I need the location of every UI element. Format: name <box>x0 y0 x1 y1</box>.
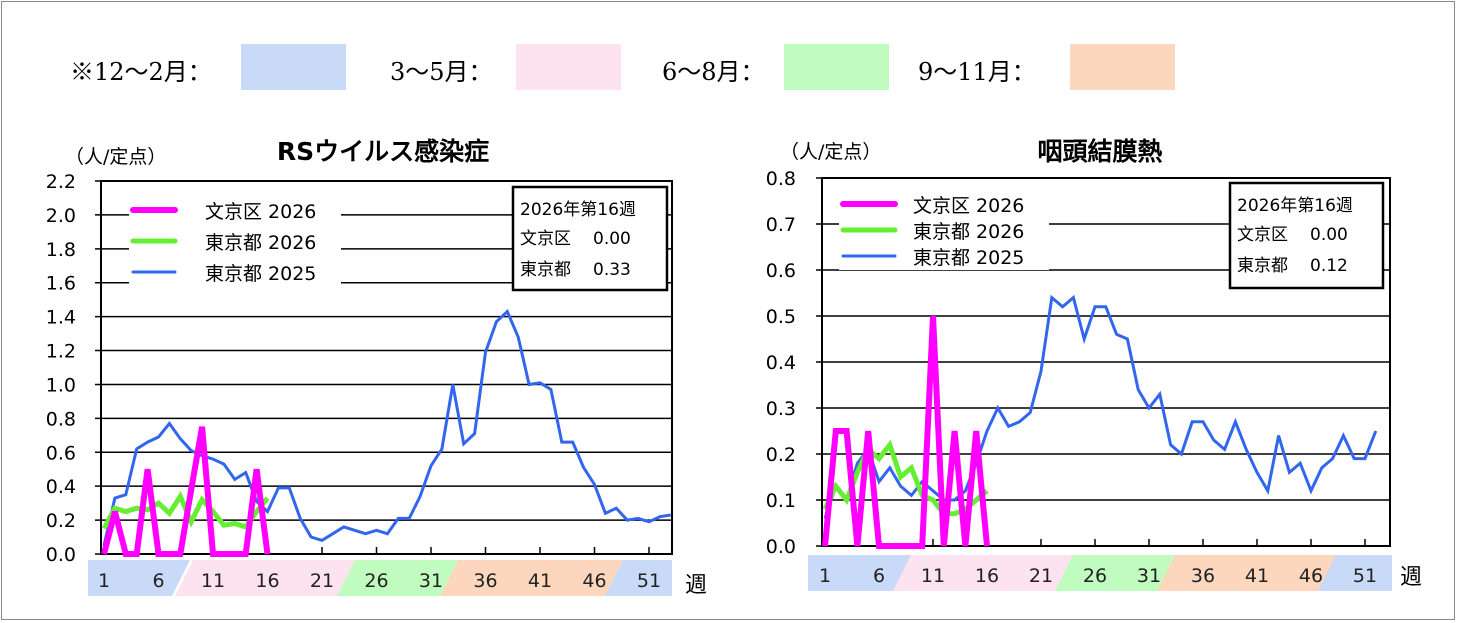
legend-label: 東京都 2026 <box>205 232 316 254</box>
x-tick-label: 26 <box>364 570 388 592</box>
y-axis-unit-label: （人/定点） <box>780 141 881 163</box>
y-tick-label: 2.2 <box>46 171 76 193</box>
series-line-tokyo-2025 <box>823 294 1378 519</box>
x-tick-label: 46 <box>582 570 606 592</box>
season-legend-swatch <box>1070 44 1175 90</box>
chart-legend: 文京区 2026 東京都 2026 東京都 2025 <box>129 196 341 286</box>
legend-label: 文京区 2026 <box>913 195 1024 217</box>
x-tick-label: 1 <box>98 570 110 592</box>
season-legend-swatch <box>241 44 346 90</box>
plot-area-border <box>821 177 1391 547</box>
stat-box-label: 東京都 <box>1237 256 1288 276</box>
x-axis-label: 週 <box>1400 565 1422 590</box>
series-line-bunkyo-2026 <box>822 315 990 549</box>
season-legend-swatch <box>516 44 621 90</box>
y-tick-label: 0.8 <box>766 168 796 190</box>
season-band <box>440 560 625 596</box>
x-tick-label: 51 <box>1353 565 1377 587</box>
season-band <box>1055 555 1175 591</box>
x-tick-label: 6 <box>873 565 885 587</box>
y-tick-label: 0.0 <box>46 544 76 566</box>
x-tick-label: 36 <box>473 570 497 592</box>
stat-box-value: 0.33 <box>593 260 631 280</box>
season-band <box>175 560 357 596</box>
stat-box-value: 0.00 <box>1310 225 1348 245</box>
stat-box-title: 2026年第16週 <box>520 200 636 220</box>
y-tick-label: 0.1 <box>766 490 796 512</box>
y-tick-label: 0.4 <box>766 352 796 374</box>
x-tick-label: 21 <box>1029 565 1053 587</box>
y-tick-label: 0.2 <box>46 510 76 532</box>
season-band <box>652 560 672 596</box>
y-tick-label: 0.6 <box>46 442 76 464</box>
season-legend: ※12～2月： 3～5月： 6～8月： 9～11月： <box>70 44 1175 90</box>
season-legend-label: 6～8月： <box>662 58 765 86</box>
season-band <box>808 555 915 591</box>
chart-rs-virus: RSウイルス感染症 （人/定点） 0.0 0.2 0.4 0.6 0.8 1.0 1.2 1.4 1… <box>46 137 707 598</box>
chart-legend: 文京区 2026 東京都 2026 東京都 2025 <box>839 190 1049 270</box>
season-legend-label: 3～5月： <box>390 58 493 86</box>
x-tick-label: 6 <box>152 570 164 592</box>
stat-box-value: 0.00 <box>593 229 631 249</box>
y-tick-label: 0.5 <box>766 306 796 328</box>
stat-box <box>1228 181 1385 290</box>
stat-box-title: 2026年第16週 <box>1237 196 1353 216</box>
y-tick-label: 1.6 <box>46 273 76 295</box>
y-tick-label: 1.4 <box>46 307 76 329</box>
season-legend-label: 9～11月： <box>918 58 1036 86</box>
x-tick-label: 51 <box>637 570 661 592</box>
legend-label: 文京区 2026 <box>205 201 316 223</box>
x-tick-label: 16 <box>975 565 999 587</box>
y-tick-label: 1.2 <box>46 341 76 363</box>
y-tick-label: 0.4 <box>46 476 76 498</box>
season-band <box>893 555 1075 591</box>
chart-title: RSウイルス感染症 <box>277 137 489 166</box>
season-band <box>88 560 190 596</box>
chart-pharyngoconjunctival-fever: 咽頭結膜熱（人/定点）0.00.10.20.30.40.50.60.70.81 6… <box>766 137 1422 591</box>
y-tick-label: 1.0 <box>46 374 76 396</box>
x-tick-label: 16 <box>255 570 279 592</box>
y-tick-label: 1.8 <box>46 239 76 261</box>
series-line-bunkyo-2026 <box>101 426 271 557</box>
x-axis-label: 週 <box>685 573 707 598</box>
x-tick-label: 31 <box>1137 565 1161 587</box>
y-tick-label: 0.3 <box>766 398 796 420</box>
x-tick-label: 41 <box>528 570 552 592</box>
x-tick-label: 11 <box>201 570 225 592</box>
y-tick-label: 0.2 <box>766 444 796 466</box>
season-band <box>808 555 828 591</box>
legend-label: 東京都 2025 <box>913 247 1024 269</box>
season-legend-swatch <box>784 44 889 90</box>
season-band <box>1372 555 1392 591</box>
x-tick-label: 41 <box>1245 565 1269 587</box>
x-tick-label: 36 <box>1191 565 1215 587</box>
stat-box-label: 東京都 <box>520 260 571 280</box>
y-axis-unit-label: （人/定点） <box>65 146 166 168</box>
y-tick-label: 0.6 <box>766 260 796 282</box>
stat-box-label: 文京区 <box>520 229 571 249</box>
y-tick-label: 0.8 <box>46 408 76 430</box>
legend-label: 東京都 2026 <box>913 221 1024 243</box>
stat-box-value: 0.12 <box>1310 256 1348 276</box>
legend-label: 東京都 2025 <box>205 263 316 285</box>
x-tick-label: 31 <box>419 570 443 592</box>
season-legend-label: ※12～2月： <box>70 58 212 86</box>
y-tick-label: 0.0 <box>766 536 796 558</box>
chart-title: 咽頭結膜熱 <box>1037 137 1162 166</box>
season-band <box>88 560 108 596</box>
y-tick-label: 0.7 <box>766 214 796 236</box>
stat-box-label: 文京区 <box>1237 225 1288 245</box>
stat-box <box>511 185 669 292</box>
x-tick-label: 21 <box>310 570 334 592</box>
y-tick-label: 2.0 <box>46 205 76 227</box>
x-tick-label: 46 <box>1299 565 1323 587</box>
season-band <box>337 560 458 596</box>
x-tick-label: 26 <box>1083 565 1107 587</box>
x-tick-label: 1 <box>819 565 831 587</box>
plot-area-border <box>100 180 673 555</box>
x-tick-label: 11 <box>921 565 945 587</box>
season-band <box>1157 555 1340 591</box>
